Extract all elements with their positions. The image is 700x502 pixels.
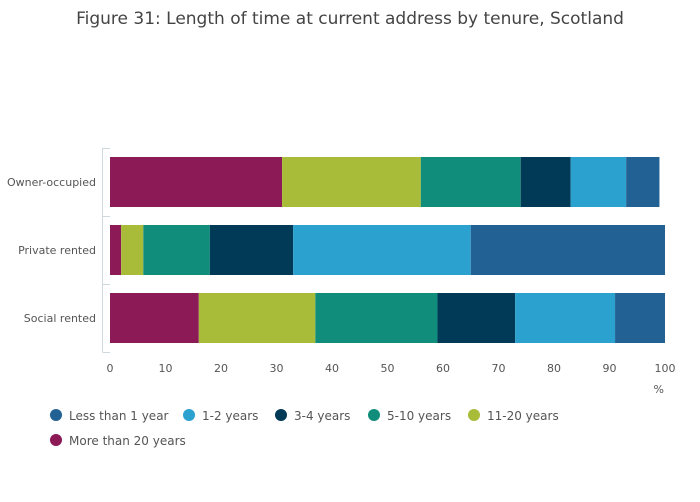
category-label: Private rented (18, 244, 96, 257)
bar-segment (110, 157, 283, 207)
legend-label: 5-10 years (387, 409, 451, 423)
x-tick-label: 80 (547, 362, 561, 375)
bar-segment (515, 293, 616, 343)
legend-marker (50, 434, 62, 446)
category-label: Owner-occupied (7, 176, 96, 189)
legend-label: More than 20 years (69, 434, 186, 448)
x-tick-label: 100 (655, 362, 676, 375)
bar-segment (143, 225, 210, 275)
x-tick-label: 0 (107, 362, 114, 375)
bar-segment (121, 225, 144, 275)
bar-segment (570, 157, 627, 207)
legend-label: 11-20 years (487, 409, 559, 423)
bar-segment (626, 157, 660, 207)
legend-marker (368, 409, 380, 421)
bar-segment (209, 225, 294, 275)
x-tick-label: 90 (603, 362, 617, 375)
chart-title: Figure 31: Length of time at current add… (76, 9, 624, 29)
x-tick-label: 70 (492, 362, 506, 375)
bar-segment (110, 225, 122, 275)
x-tick-label: 10 (159, 362, 173, 375)
legend-marker (468, 409, 480, 421)
x-axis-label: % (654, 383, 664, 396)
x-tick-label: 40 (325, 362, 339, 375)
bar-segment (437, 293, 516, 343)
legend-label: 3-4 years (294, 409, 350, 423)
legend-marker (275, 409, 287, 421)
bar-segment (293, 225, 471, 275)
bar-segment (470, 225, 665, 275)
legend-marker (50, 409, 62, 421)
x-tick-label: 50 (381, 362, 395, 375)
legend-label: 1-2 years (202, 409, 258, 423)
bar-segment (198, 293, 316, 343)
x-tick-label: 60 (436, 362, 450, 375)
bar-segment (420, 157, 521, 207)
x-tick-label: 30 (270, 362, 284, 375)
bar-segment (520, 157, 571, 207)
bar-segment (110, 293, 199, 343)
bar-segment (615, 293, 665, 343)
category-label: Social rented (24, 312, 96, 325)
bar-segment (315, 293, 438, 343)
x-tick-label: 20 (214, 362, 228, 375)
legend-marker (183, 409, 195, 421)
bar-segment (282, 157, 421, 207)
legend-label: Less than 1 year (69, 409, 169, 423)
